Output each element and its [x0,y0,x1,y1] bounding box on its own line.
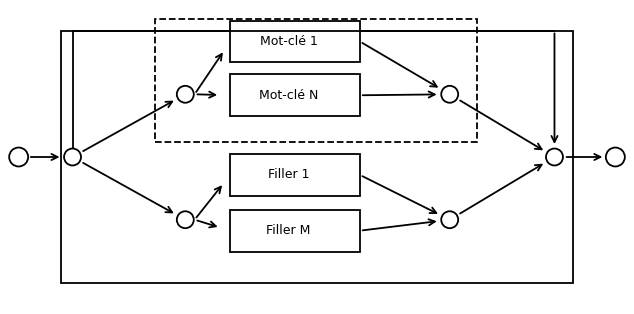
Bar [61,30,573,284]
Circle shape [9,148,28,166]
Circle shape [606,148,625,166]
Text: Filler M: Filler M [266,224,311,237]
Bar [230,154,360,196]
Bar [155,19,477,142]
Bar [230,74,360,116]
Text: Mot-clé 1: Mot-clé 1 [260,35,318,48]
Circle shape [177,211,194,228]
Circle shape [177,86,194,103]
Circle shape [441,211,458,228]
Text: Filler 1: Filler 1 [268,168,309,181]
Circle shape [441,86,458,103]
Circle shape [546,149,563,165]
Circle shape [64,149,81,165]
Bar [230,210,360,252]
Bar [230,21,360,62]
Text: Mot-clé N: Mot-clé N [259,89,318,102]
